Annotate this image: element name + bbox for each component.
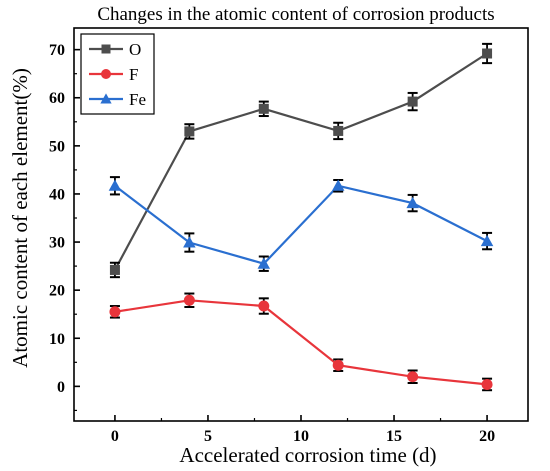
series-o (109, 42, 493, 279)
series-line-fe (114, 184, 488, 265)
x-tick-label: 10 (293, 428, 309, 445)
series-fe (108, 176, 494, 272)
data-point-o (184, 126, 195, 137)
x-tick-label: 15 (386, 428, 402, 445)
y-tick-label: 10 (49, 331, 65, 348)
data-point-o (258, 103, 269, 114)
legend-swatch-marker-o (101, 44, 111, 54)
x-tick-label: 0 (111, 428, 119, 445)
series-line-o (113, 52, 488, 271)
axes: 0 5 10 15 20 0 10 20 30 40 50 60 70 (49, 42, 495, 445)
data-point-fe (406, 196, 419, 209)
y-tick-label: 0 (57, 379, 65, 396)
data-point-f (109, 306, 121, 318)
data-point-fe (331, 179, 345, 191)
y-tick-label: 70 (49, 42, 65, 59)
data-point-fe (257, 257, 271, 269)
legend: OF Fe (80, 33, 155, 115)
y-tick-label: 30 (49, 235, 65, 252)
data-point-f (481, 378, 493, 390)
chart-title: Changes in the atomic content of corrosi… (97, 4, 494, 25)
data-point-f (258, 300, 270, 312)
data-point-fe (480, 234, 494, 247)
data-point-f (407, 371, 419, 383)
series-f (109, 292, 493, 392)
data-point-fe (108, 179, 122, 191)
legend-swatch-marker-fe (100, 93, 112, 104)
data-point-f (332, 359, 344, 371)
y-tick-label: 20 (49, 283, 65, 300)
data-point-fe (183, 236, 196, 248)
data-series (108, 42, 494, 392)
x-tick-label: 5 (204, 428, 212, 445)
data-point-o (333, 125, 344, 136)
x-axis-title: Accelerated corrosion time (d) (179, 443, 436, 467)
series-line-f (114, 299, 488, 386)
y-tick-label: 40 (49, 186, 65, 203)
legend-label-o: O (129, 40, 141, 59)
y-tick-label: 60 (49, 90, 65, 107)
data-point-o (482, 48, 493, 59)
legend-label-f: F (129, 65, 138, 84)
x-tick-label: 20 (479, 428, 495, 445)
y-axis-title: Atomic content of each element(%) (8, 68, 32, 368)
data-point-f (183, 294, 195, 306)
legend-swatch-marker-f (101, 69, 111, 79)
legend-label-fe: Fe (129, 90, 146, 109)
data-point-o (407, 96, 418, 107)
data-point-o (109, 264, 120, 275)
y-tick-label: 50 (49, 138, 65, 155)
